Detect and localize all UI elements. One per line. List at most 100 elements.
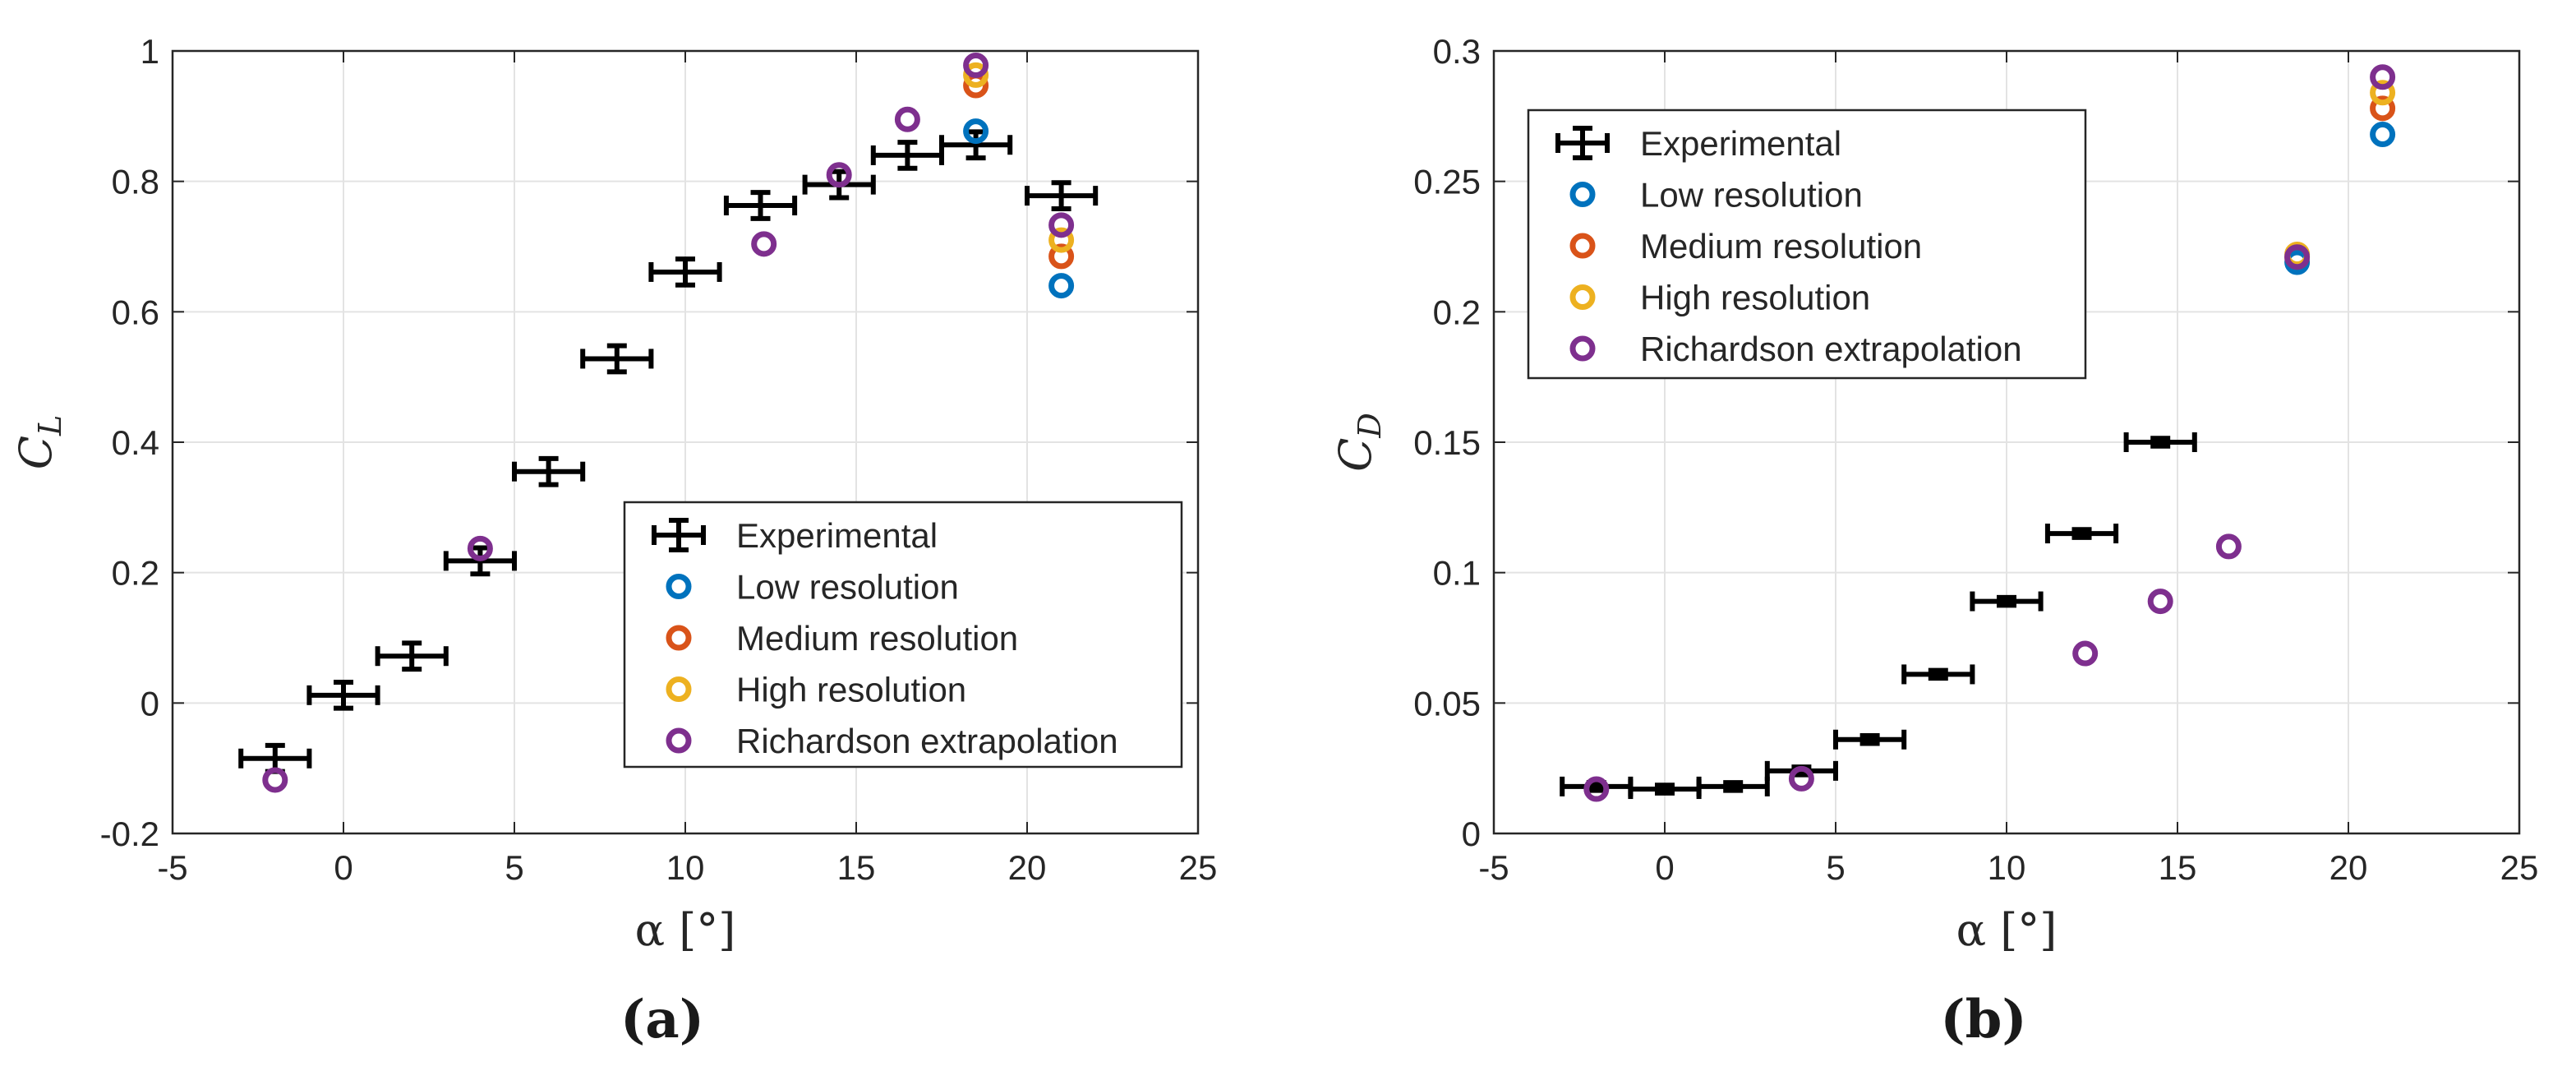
panel-label: (b): [1940, 989, 2026, 1050]
x-tick-label: 10: [666, 848, 705, 887]
data-point-experimental: [1833, 729, 1907, 750]
data-point-experimental: [2123, 432, 2197, 452]
data-point-richardson-extrapolation: [894, 106, 920, 132]
axes-box: [171, 49, 1200, 835]
legend-marker-medium-resolution: [666, 625, 692, 651]
x-tick-label: 20: [2329, 848, 2368, 887]
legend-marker-richardson-extrapolation: [666, 727, 692, 754]
chart-panel-a: -5 0 5 10 15 20 25 -0.2 0 0.2 0.4 0.6 0.8 1 Experiment…: [10, 32, 1217, 1050]
legend: Experimental Low resolution Medium resolut…: [623, 501, 1183, 769]
data-point-medium-resolution: [2370, 95, 2396, 122]
data-point-experimental: [2044, 524, 2119, 544]
x-tick-label: -5: [157, 848, 187, 887]
chart-panel-b: -5 0 5 10 15 20 2500.050.10.150.20.250.3Experi…: [1329, 32, 2538, 1050]
data-point-richardson-extrapolation: [963, 52, 989, 78]
x-tick-label: 5: [1826, 848, 1845, 887]
y-tick-label: 0.1: [1433, 554, 1481, 593]
legend-marker-low-resolution: [666, 574, 692, 599]
y-tick-label: 0.2: [112, 554, 159, 593]
data-point-richardson-extrapolation: [826, 162, 852, 188]
y-tick-label: -0.2: [100, 815, 159, 853]
data-point-richardson-extrapolation: [262, 767, 288, 793]
data-point-high-resolution: [963, 62, 989, 88]
data-point-low-resolution: [963, 118, 989, 145]
data-point-experimental: [306, 679, 380, 711]
data-point-high-resolution: [2370, 80, 2396, 106]
legend-marker-richardson-extrapolation: [1569, 335, 1596, 362]
data-point-experimental: [1025, 180, 1099, 211]
series-richardson-extrapolation: [262, 52, 1075, 793]
y-tick-label: 0.25: [1413, 163, 1481, 201]
data-point-medium-resolution: [1048, 243, 1075, 270]
data-point-experimental: [648, 256, 722, 288]
data-point-low-resolution: [1048, 273, 1075, 299]
y-axis-title-symbol: C: [10, 436, 62, 469]
legend-marker-experimental: [1555, 126, 1610, 160]
x-tick-label: 0: [1655, 848, 1674, 887]
x-tick-label: 25: [2500, 848, 2539, 887]
y-axis-title-symbol: C: [1329, 438, 1381, 472]
data-point-richardson-extrapolation: [751, 231, 777, 257]
data-point-high-resolution: [1048, 227, 1075, 253]
y-tick-label: 0: [1462, 815, 1481, 853]
x-tick-label: 15: [2159, 848, 2197, 887]
series-low-resolution: [963, 118, 1075, 299]
data-point-experimental: [512, 455, 586, 487]
legend-marker-experimental: [652, 518, 706, 552]
x-axis-title: α [°]: [635, 904, 736, 956]
y-tick-label: 0.05: [1413, 684, 1481, 722]
legend-label-low-resolution: Low resolution: [736, 568, 959, 607]
y-tick-label: 0.2: [1433, 293, 1481, 331]
series-richardson-extrapolation: [1583, 64, 2396, 802]
legend-box: [623, 501, 1183, 769]
data-point-experimental: [870, 140, 944, 171]
y-tick-label: 0.15: [1413, 423, 1481, 462]
data-point-richardson-extrapolation: [2284, 244, 2311, 270]
data-point-richardson-extrapolation: [2147, 589, 2173, 615]
legend-label-experimental: Experimental: [1640, 124, 1841, 163]
y-axis-title: CL: [10, 415, 68, 470]
legend-label-low-resolution: Low resolution: [1640, 176, 1863, 215]
data-point-experimental: [1970, 591, 2044, 612]
panel-label: (a): [620, 989, 704, 1050]
data-point-richardson-extrapolation: [2215, 533, 2242, 560]
x-tick-label: -5: [1478, 848, 1509, 887]
data-point-richardson-extrapolation: [1583, 776, 1610, 802]
y-tick-label: 0.4: [112, 423, 159, 462]
data-point-experimental: [580, 343, 654, 375]
legend: Experimental Low resolution Medium resolut…: [1527, 108, 2087, 380]
data-point-experimental: [375, 640, 449, 672]
legend-label-richardson-extrapolation: Richardson extrapolation: [1640, 330, 2022, 368]
legend-label-high-resolution: High resolution: [1640, 279, 1870, 317]
y-tick-label: 0.3: [1433, 32, 1481, 71]
legend-label-medium-resolution: Medium resolution: [1640, 227, 1922, 265]
series-high-resolution: [963, 62, 1075, 253]
y-axis-title-subscript: D: [1352, 413, 1388, 438]
legend-label-richardson-extrapolation: Richardson extrapolation: [736, 722, 1118, 760]
legend-box: [1527, 108, 2087, 380]
legend-marker-high-resolution: [666, 676, 692, 702]
x-tick-label: 10: [1988, 848, 2026, 887]
data-point-experimental: [723, 190, 798, 221]
legend-label-high-resolution: High resolution: [736, 671, 966, 709]
data-point-experimental: [1901, 664, 1975, 685]
y-tick-label: 0: [141, 684, 159, 722]
data-point-low-resolution: [2370, 122, 2396, 148]
y-tick-label: 0.6: [112, 293, 159, 331]
legend-marker-medium-resolution: [1569, 233, 1596, 259]
legend-label-medium-resolution: Medium resolution: [736, 619, 1018, 658]
data-point-experimental: [1696, 776, 1770, 796]
legend-marker-low-resolution: [1569, 182, 1596, 207]
y-axis-title: CD: [1329, 413, 1388, 472]
legend-marker-high-resolution: [1569, 284, 1596, 310]
x-axis-title: α [°]: [1956, 904, 2058, 956]
x-tick-label: 25: [1179, 848, 1218, 887]
data-point-experimental: [939, 129, 1013, 161]
legend-label-experimental: Experimental: [736, 516, 938, 555]
data-point-richardson-extrapolation: [1048, 212, 1075, 238]
x-tick-label: 15: [837, 848, 876, 887]
y-axis-title-subscript: L: [32, 415, 68, 436]
x-tick-label: 5: [505, 848, 523, 887]
y-tick-label: 1: [141, 32, 159, 71]
